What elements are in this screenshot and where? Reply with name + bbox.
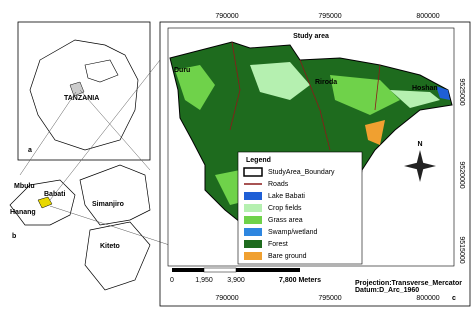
scale-label: 1,950 <box>195 277 213 284</box>
scale-label: 0 <box>170 277 174 284</box>
place-label: Riroda <box>315 79 337 86</box>
north-label: N <box>417 141 422 148</box>
scale-segment <box>236 268 300 272</box>
x-coord-label: 795000 <box>318 13 341 20</box>
district-label: Hanang <box>10 209 36 216</box>
district-outline <box>79 164 151 226</box>
legend-swatch <box>244 192 262 200</box>
lake <box>436 86 450 100</box>
scale-segment <box>203 267 237 273</box>
legend-swatch <box>244 252 262 260</box>
legend-label: StudyArea_Boundary <box>268 169 335 176</box>
scale-label: 7,800 Meters <box>279 277 321 284</box>
place-label: Hoshan <box>412 85 438 92</box>
place-label: Duru <box>174 67 190 74</box>
legend: Legend StudyArea_Boundary Roads Lake Babat… <box>237 151 363 265</box>
y-coord-label: 9515000 <box>458 236 465 263</box>
road <box>229 41 381 151</box>
study-area-inset <box>37 196 53 209</box>
district-label: Simanjiro <box>92 201 124 208</box>
legend-label: Crop fields <box>268 205 302 212</box>
legend-swatch <box>244 228 262 236</box>
panel-letter: c <box>452 295 456 302</box>
x-coord-label: 790000 <box>215 13 238 20</box>
manyara-region <box>69 81 85 97</box>
legend-label: Grass area <box>268 217 303 224</box>
x-coord-label: 795000 <box>318 295 341 302</box>
x-coord-label: 800000 <box>416 13 439 20</box>
panel-c-frame <box>159 21 471 307</box>
district-outline <box>84 221 151 291</box>
land-cover-patch <box>390 90 440 108</box>
land-cover-patch <box>365 120 385 145</box>
panel-letter: b <box>12 233 16 240</box>
pointer-line <box>79 89 151 171</box>
country-label: TANZANIA <box>64 95 99 102</box>
x-coord-label: 790000 <box>215 295 238 302</box>
panel-letter: a <box>28 147 32 154</box>
land-cover-patch <box>330 75 400 115</box>
legend-swatch <box>244 216 262 224</box>
y-coord-label: 9525000 <box>458 78 465 105</box>
legend-label: Lake Babati <box>268 193 305 200</box>
panel-a-frame <box>17 21 151 161</box>
region-outline <box>84 59 119 83</box>
district-label: Kiteto <box>100 243 120 250</box>
north-arrow <box>404 150 436 182</box>
y-coord-label: 9520000 <box>458 161 465 188</box>
legend-label: Swamp/wetland <box>268 229 318 236</box>
pointer-line <box>49 59 161 201</box>
legend-label: Roads <box>268 181 289 188</box>
scale-label: 3,900 <box>227 277 245 284</box>
pointer-line <box>19 91 77 176</box>
datum: Datum:D_Arc_1960 <box>355 287 419 294</box>
projection: Projection:Transverse_Mercator <box>355 280 462 287</box>
legend-swatch <box>244 240 262 248</box>
map-title: Study area <box>293 33 329 40</box>
land-cover-patch <box>175 65 215 110</box>
legend-swatch <box>244 204 262 212</box>
legend-label: Forest <box>268 241 288 248</box>
legend-swatch <box>243 167 263 177</box>
district-outline <box>9 179 76 226</box>
legend-label: Bare ground <box>268 253 307 260</box>
district-label: Mbulu <box>14 183 35 190</box>
x-coord-label: 800000 <box>416 295 439 302</box>
scale-segment <box>172 268 204 272</box>
legend-title: Legend <box>246 157 271 164</box>
land-cover-patch <box>250 62 310 100</box>
